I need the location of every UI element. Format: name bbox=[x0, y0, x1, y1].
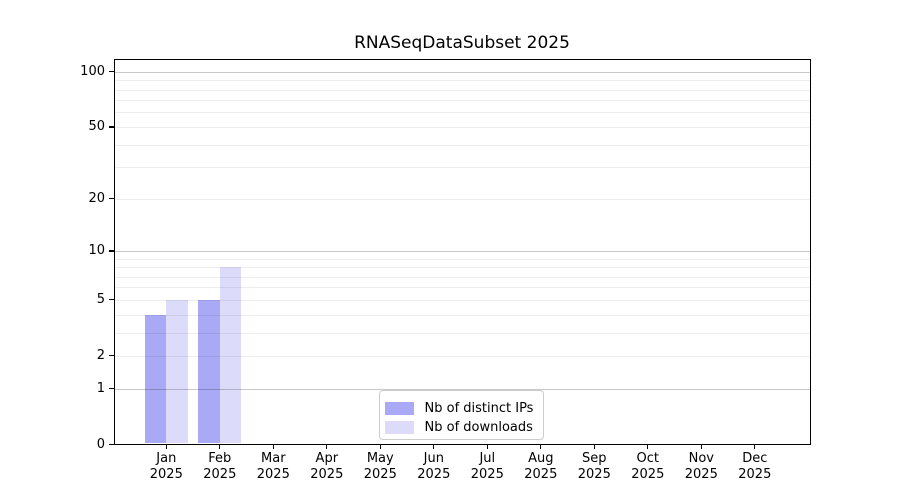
x-tick-year: 2025 bbox=[470, 467, 504, 482]
x-tick-year: 2025 bbox=[149, 467, 183, 482]
gridline-minor bbox=[114, 276, 810, 278]
x-tick-year: 2025 bbox=[577, 467, 611, 482]
gridline-minor bbox=[114, 100, 810, 102]
x-tick-month: Jan bbox=[156, 451, 177, 466]
gridline-minor bbox=[114, 144, 810, 146]
x-tick-year: 2025 bbox=[684, 467, 718, 482]
x-tick-year: 2025 bbox=[256, 467, 290, 482]
x-tick bbox=[433, 444, 435, 449]
gridline-minor bbox=[114, 332, 810, 334]
x-tick-month: Sep bbox=[582, 451, 607, 466]
gridline-minor bbox=[114, 299, 810, 301]
x-tick-month: Aug bbox=[528, 451, 554, 466]
x-tick-year: 2025 bbox=[631, 467, 665, 482]
x-tick bbox=[593, 444, 595, 449]
bar-downloads-feb bbox=[219, 267, 242, 444]
x-tick-month: Mar bbox=[261, 451, 286, 466]
legend-swatch bbox=[384, 401, 414, 415]
y-tick bbox=[109, 299, 114, 301]
bar-distinct-ips-feb bbox=[198, 299, 220, 444]
x-tick-month: May bbox=[366, 451, 394, 466]
x-tick bbox=[700, 444, 702, 449]
x-tick bbox=[219, 444, 221, 449]
x-tick-month: Oct bbox=[636, 451, 660, 466]
legend-label: Nb of distinct IPs bbox=[424, 400, 534, 416]
x-tick-year: 2025 bbox=[738, 467, 772, 482]
y-tick bbox=[109, 198, 114, 200]
x-tick bbox=[540, 444, 542, 449]
chart-title: RNASeqDataSubset 2025 bbox=[354, 33, 570, 53]
x-tick-month: Dec bbox=[742, 451, 768, 466]
x-tick-label: Jul 2025 bbox=[452, 451, 522, 483]
x-tick-label: Mar 2025 bbox=[238, 451, 308, 483]
bar-distinct-ips-jan bbox=[144, 314, 167, 444]
x-tick-month: Nov bbox=[688, 451, 714, 466]
x-tick-label: Nov 2025 bbox=[666, 451, 736, 483]
x-tick-month: Jun bbox=[423, 451, 444, 466]
bar-downloads-jan bbox=[166, 299, 188, 444]
x-tick-label: Sep 2025 bbox=[559, 451, 629, 483]
gridline-major bbox=[114, 250, 810, 252]
legend-swatch bbox=[384, 420, 414, 434]
gridline-minor bbox=[114, 126, 810, 128]
gridline-major bbox=[114, 388, 810, 390]
y-tick-label: 20 bbox=[88, 190, 105, 206]
y-tick-label: 1 bbox=[96, 380, 105, 396]
y-tick bbox=[109, 250, 114, 252]
x-tick bbox=[486, 444, 488, 449]
x-tick-year: 2025 bbox=[363, 467, 397, 482]
y-tick bbox=[109, 444, 114, 446]
x-tick bbox=[272, 444, 274, 449]
x-tick-label: Apr 2025 bbox=[292, 451, 362, 483]
x-tick-label: Dec 2025 bbox=[720, 451, 790, 483]
legend-item: Nb of downloads bbox=[384, 418, 535, 437]
x-tick-label: Feb 2025 bbox=[185, 451, 255, 483]
gridline-major bbox=[114, 71, 810, 73]
x-tick bbox=[379, 444, 381, 449]
y-tick-label: 0 bbox=[96, 436, 105, 452]
x-tick-year: 2025 bbox=[417, 467, 451, 482]
gridline-minor bbox=[114, 89, 810, 91]
x-tick-month: Jul bbox=[479, 451, 496, 466]
y-tick bbox=[109, 355, 114, 357]
x-tick-year: 2025 bbox=[524, 467, 558, 482]
y-tick bbox=[109, 71, 114, 73]
x-tick-year: 2025 bbox=[203, 467, 237, 482]
gridline-minor bbox=[114, 267, 810, 269]
y-tick bbox=[109, 126, 114, 128]
x-tick bbox=[326, 444, 328, 449]
y-tick-label: 50 bbox=[88, 118, 105, 134]
x-tick-year: 2025 bbox=[310, 467, 344, 482]
x-tick-month: Feb bbox=[208, 451, 232, 466]
y-tick-label: 5 bbox=[96, 291, 105, 307]
gridline-minor bbox=[114, 112, 810, 114]
x-tick bbox=[165, 444, 167, 449]
x-tick bbox=[647, 444, 649, 449]
gridline-minor bbox=[114, 258, 810, 260]
y-tick bbox=[109, 388, 114, 390]
x-tick-label: Oct 2025 bbox=[613, 451, 683, 483]
x-tick-label: Aug 2025 bbox=[506, 451, 576, 483]
y-tick-label: 100 bbox=[80, 63, 105, 79]
gridline-minor bbox=[114, 80, 810, 82]
gridline-minor bbox=[114, 167, 810, 169]
gridline-minor bbox=[114, 287, 810, 289]
gridline-minor bbox=[114, 198, 810, 200]
x-tick-label: May 2025 bbox=[345, 451, 415, 483]
y-tick-label: 10 bbox=[88, 242, 105, 258]
x-tick-month: Apr bbox=[315, 451, 339, 466]
x-tick bbox=[754, 444, 756, 449]
legend: Nb of distinct IPs Nb of downloads bbox=[378, 389, 544, 440]
y-tick-label: 2 bbox=[96, 347, 105, 363]
x-tick-label: Jan 2025 bbox=[131, 451, 201, 483]
gridline-minor bbox=[114, 314, 810, 316]
legend-item: Nb of distinct IPs bbox=[384, 399, 535, 418]
legend-label: Nb of downloads bbox=[424, 419, 533, 435]
gridline-minor bbox=[114, 355, 810, 357]
x-tick-label: Jun 2025 bbox=[399, 451, 469, 483]
